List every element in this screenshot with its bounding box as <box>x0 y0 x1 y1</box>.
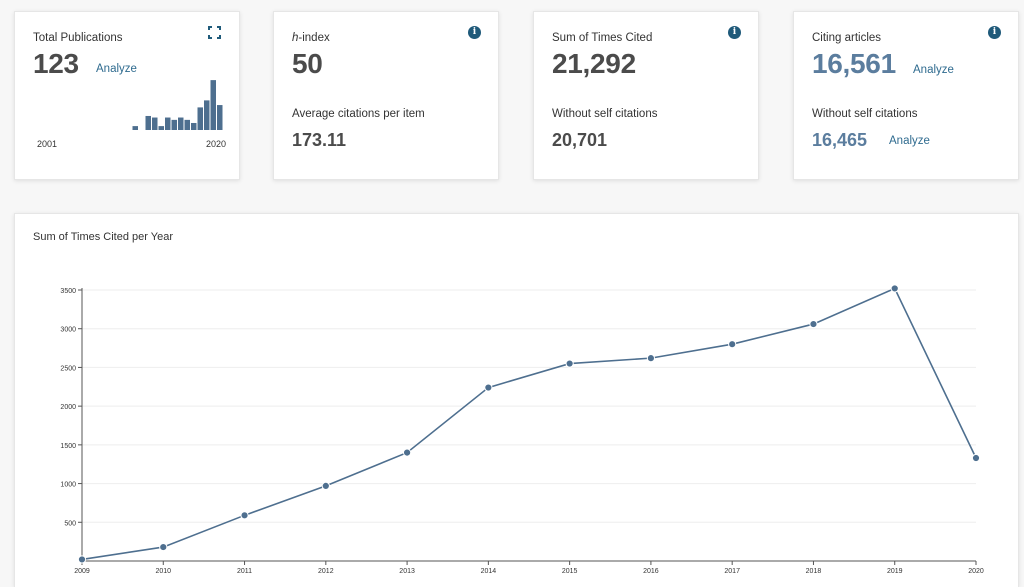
citing-without-self-value[interactable]: 16,465 <box>812 130 868 150</box>
x-tick-label: 2017 <box>724 568 740 575</box>
publication-bar <box>204 100 210 130</box>
info-icon[interactable]: i <box>988 26 1001 39</box>
h-index-title-italic: h <box>292 32 299 44</box>
without-self-citations-value: 20,701 <box>552 130 608 150</box>
chart-title: Sum of Times Cited per Year <box>33 231 174 243</box>
total-publications-value: 123 <box>33 48 79 79</box>
info-icon[interactable]: i <box>468 26 481 39</box>
y-tick-label: 1500 <box>60 443 76 450</box>
average-citations-value: 173.11 <box>292 130 347 150</box>
publication-bar <box>184 119 190 130</box>
publication-bar <box>171 119 177 130</box>
x-tick-label: 2013 <box>399 568 415 575</box>
publication-bar <box>145 115 151 130</box>
times-cited-card: Sum of Times Cited i 21,292 Without self… <box>533 11 759 180</box>
data-point[interactable] <box>728 340 737 349</box>
data-point[interactable] <box>646 354 656 363</box>
analyze-citing-without-self-link[interactable]: Analyze <box>889 135 930 147</box>
times-cited-title: Sum of Times Cited <box>552 32 653 44</box>
data-point[interactable] <box>890 284 899 293</box>
publication-bar <box>191 122 197 130</box>
times-cited-chart-card: Sum of Times Cited per Year 500 1000 1500 2… <box>14 213 1019 587</box>
publication-bar <box>210 80 216 130</box>
x-tick-label: 2019 <box>887 568 903 575</box>
data-point[interactable] <box>565 359 574 368</box>
data-point[interactable] <box>321 481 330 490</box>
data-point[interactable] <box>77 555 87 564</box>
times-cited-line-chart: 500 1000 1500 2000 2500 3000 3500 2009 2010 2011 2… <box>60 284 984 575</box>
y-tick-label: 500 <box>64 520 76 527</box>
publications-sparkline <box>132 80 223 130</box>
analyze-publications-link[interactable]: Analyze <box>96 63 137 75</box>
y-tick-label: 2000 <box>60 404 76 411</box>
h-index-value: 50 <box>292 48 323 79</box>
series-line <box>81 287 977 561</box>
x-tick-label: 2014 <box>481 568 497 575</box>
h-index-title: h-index <box>292 32 330 44</box>
x-tick-label: 2016 <box>643 568 659 575</box>
total-publications-card: Total Publications 123 Analyze 2001 2020 <box>14 11 240 180</box>
x-tick-label: 2015 <box>562 568 578 575</box>
total-publications-title: Total Publications <box>33 32 123 44</box>
data-point[interactable] <box>240 511 249 520</box>
times-cited-value: 21,292 <box>552 48 636 79</box>
data-point[interactable] <box>484 383 493 392</box>
publication-bar <box>158 126 164 130</box>
citing-articles-value[interactable]: 16,561 <box>812 48 896 79</box>
y-tick-label: 3500 <box>60 288 76 295</box>
year-start-label: 2001 <box>37 139 58 149</box>
x-tick-label: 2009 <box>74 568 90 575</box>
y-tick-label: 1000 <box>60 482 76 489</box>
year-end-label: 2020 <box>206 139 227 149</box>
x-tick-label: 2010 <box>155 568 171 575</box>
x-tick-label: 2020 <box>968 568 984 575</box>
y-tick-label: 2500 <box>60 365 76 372</box>
citing-articles-card: Citing articles i 16,561 Analyze Without… <box>793 11 1019 180</box>
average-citations-label: Average citations per item <box>292 108 425 120</box>
data-point[interactable] <box>159 542 168 552</box>
analyze-citing-articles-link[interactable]: Analyze <box>913 64 954 76</box>
x-tick-label: 2012 <box>318 568 334 575</box>
info-icon[interactable]: i <box>728 26 741 39</box>
without-self-citations-label: Without self citations <box>552 108 658 120</box>
data-point[interactable] <box>402 448 412 457</box>
citing-without-self-label: Without self citations <box>812 108 918 120</box>
data-point[interactable] <box>809 319 818 329</box>
citing-articles-title: Citing articles <box>812 32 882 44</box>
publication-bar <box>132 126 138 130</box>
h-index-title-rest: -index <box>298 32 330 44</box>
publication-bar <box>165 117 171 130</box>
x-tick-label: 2011 <box>237 568 252 575</box>
publication-bar <box>197 107 203 130</box>
publication-bar <box>178 117 184 130</box>
publication-bar <box>217 105 223 130</box>
expand-icon[interactable] <box>208 26 221 39</box>
data-point[interactable] <box>971 453 981 463</box>
publication-bar <box>152 117 158 130</box>
y-tick-label: 3000 <box>60 327 76 334</box>
h-index-card: h-index i 50 Average citations per item … <box>273 11 499 180</box>
x-tick-label: 2018 <box>806 568 822 575</box>
